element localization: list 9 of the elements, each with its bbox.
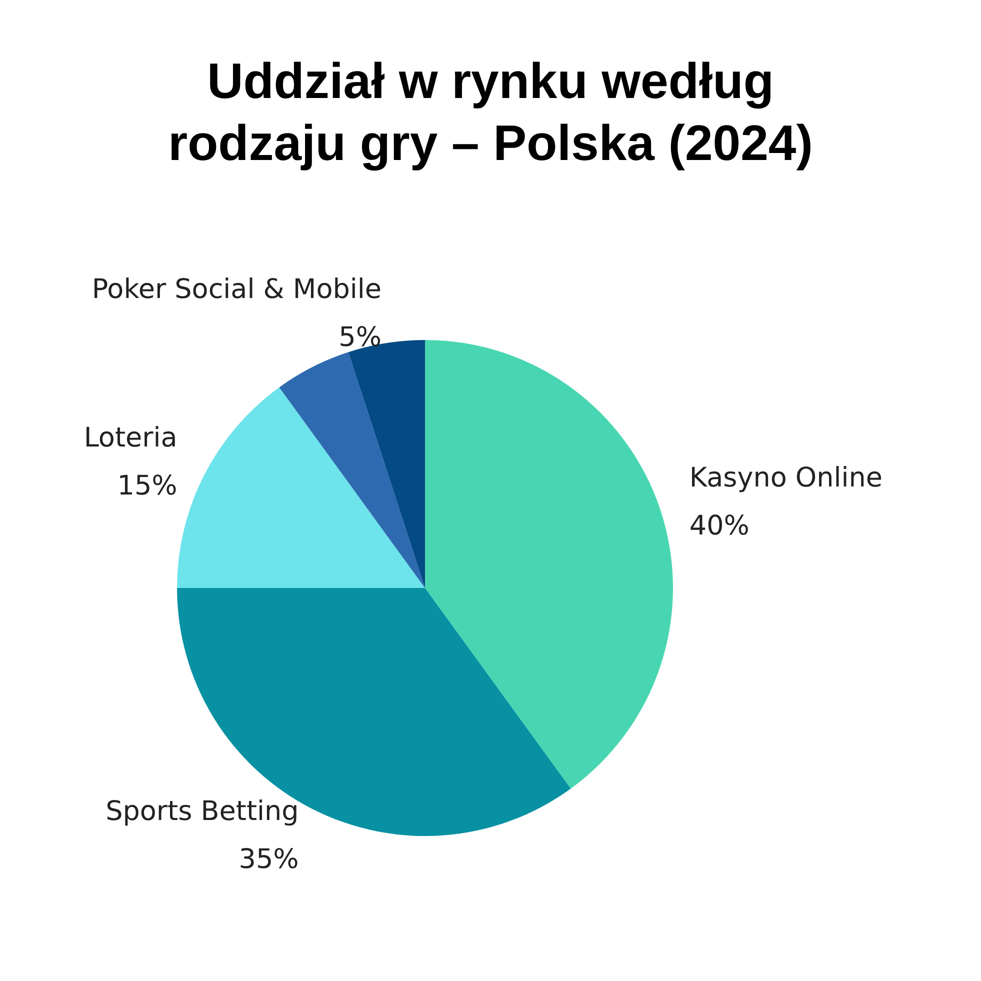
data-label: 35%: [238, 844, 299, 876]
data-label: 5%: [338, 322, 382, 353]
data-label: 15%: [117, 470, 178, 502]
slice-label: Loteria: [84, 422, 178, 454]
slice-label: Poker Social & Mobile: [92, 274, 382, 305]
slice-label: Sports Betting: [106, 796, 299, 828]
chart-title: Uddział w rynku według rodzaju gry – Polska (2024): [168, 53, 813, 171]
slice-label: Kasyno Online: [689, 462, 883, 494]
data-label: 40%: [689, 510, 750, 542]
